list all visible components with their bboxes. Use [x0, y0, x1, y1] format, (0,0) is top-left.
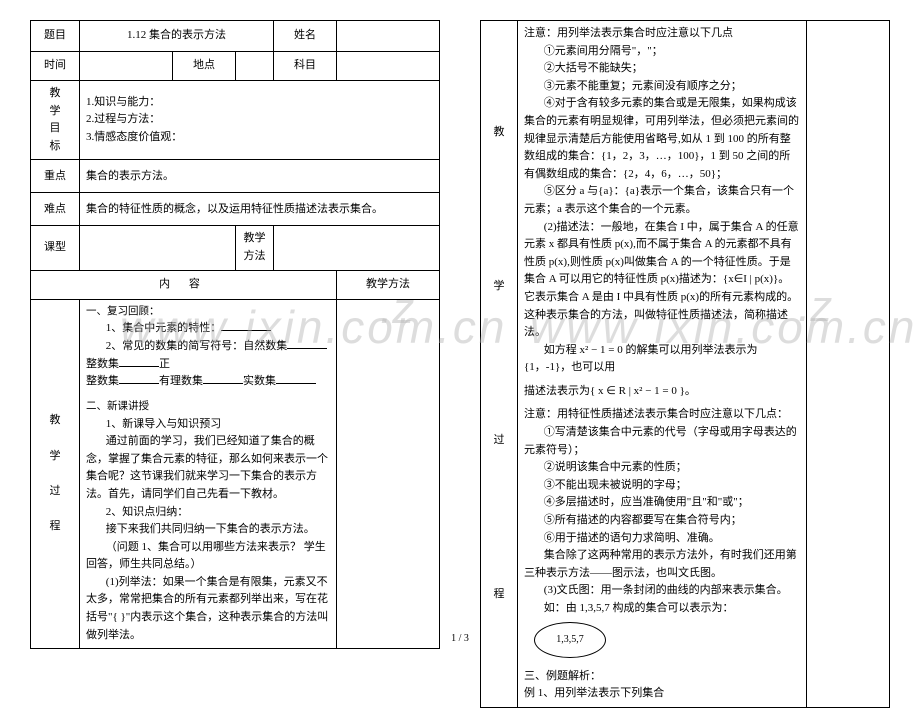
- spacer-1: [86, 391, 330, 399]
- keypoint-text: 集合的表示方法。: [80, 160, 440, 193]
- name-value: [337, 21, 440, 52]
- right-r17: (3)文氏图：用一条封闭的曲线的内部来表示集合。: [524, 582, 800, 600]
- left-l6: 1、新课导入与知识预习: [86, 416, 330, 434]
- name-label: 姓名: [274, 21, 337, 52]
- page-container: 题目 1.12 集合的表示方法 姓名 时间 地点 科目 教学目标 1.知识与能力…: [0, 0, 920, 718]
- left-l4a: 整数集: [86, 375, 119, 387]
- lesson-title: 1.12 集合的表示方法: [80, 21, 274, 52]
- objectives-cell: 1.知识与能力： 2.过程与方法： 3.情感态度价值观：: [80, 81, 440, 160]
- right-r15: ⑥用于描述的语句力求简明、准确。: [524, 530, 800, 548]
- left-l3a: 2、常见的数集的简写符号：自然数集: [106, 340, 288, 352]
- right-r16: 集合除了这两种常用的表示方法外，有时我们还用第三种表示方法——图示法，也叫文氏图…: [524, 547, 800, 582]
- objective-3: 3.情感态度价值观：: [86, 129, 433, 147]
- right-r12: ③不能出现未被说明的字母；: [524, 477, 800, 495]
- left-l2: 1、集合中元素的特性：: [86, 320, 330, 338]
- right-r1: 注意：用列举法表示集合时应注意以下几点: [524, 25, 800, 43]
- objectives-label: 教学目标: [31, 81, 80, 160]
- right-content-body: 注意：用列举法表示集合时应注意以下几点 ①元素间用分隔号"，"； ②大括号不能缺…: [518, 21, 807, 708]
- right-r3: ②大括号不能缺失；: [524, 60, 800, 78]
- left-l4: 整数集 有理数集 实数集: [86, 373, 330, 391]
- right-page: 教学过程 注意：用列举法表示集合时应注意以下几点 ①元素间用分隔号"，"； ②大…: [480, 20, 890, 708]
- blank-3: [119, 366, 159, 367]
- left-l4b: 有理数集: [159, 375, 203, 387]
- right-r14: ⑤所有描述的内容都要写在集合符号内；: [524, 512, 800, 530]
- left-l4c: 实数集: [243, 375, 276, 387]
- method-column-left: [337, 299, 440, 649]
- left-l3c: 正: [159, 358, 170, 370]
- left-l3: 2、常见的数集的简写符号：自然数集整数集 正: [86, 338, 330, 373]
- objective-2: 2.过程与方法：: [86, 111, 433, 129]
- method-column-right: [807, 21, 890, 708]
- objective-1: 1.知识与能力：: [86, 94, 433, 112]
- left-l8: 2、知识点归纳：: [86, 504, 330, 522]
- method-header: 教学方法: [337, 270, 440, 299]
- left-content-body: 一、复习回顾： 1、集合中元素的特性： 2、常见的数集的简写符号：自然数集整数集…: [80, 299, 337, 649]
- left-l9: 接下来我们共同归纳一下集合的表示方法。: [86, 521, 330, 539]
- lessontype-label: 课型: [31, 226, 80, 270]
- stage-label-left: 教学过程: [31, 299, 80, 649]
- right-r7: (2)描述法：一般地，在集合 I 中，属于集合 A 的任意元素 x 都具有性质 …: [524, 219, 800, 342]
- blank-6: [276, 383, 316, 384]
- keypoint-label: 重点: [31, 160, 80, 193]
- right-r20: 例 1、用列举法表示下列集合: [524, 685, 800, 703]
- right-r8a: 如方程 x² − 1 = 0 的解集可以用列举法表示为{1，-1}，也可以用: [524, 342, 800, 377]
- right-r2: ①元素间用分隔号"，"；: [524, 43, 800, 61]
- right-r8b: 描述法表示为{ x ∈ R | x² − 1 = 0 }。: [524, 383, 800, 401]
- time-label: 时间: [31, 52, 80, 81]
- content-header: 内 容: [31, 270, 337, 299]
- place-label: 地点: [173, 52, 236, 81]
- blank-4: [119, 383, 159, 384]
- left-l1: 一、复习回顾：: [86, 304, 330, 321]
- left-l7: 通过前面的学习，我们已经知道了集合的概念，掌握了集合元素的特征，那么如何来表示一…: [86, 433, 330, 503]
- difficulty-text: 集合的特征性质的概念，以及运用特征性质描述法表示集合。: [80, 193, 440, 226]
- time-value: [80, 52, 173, 81]
- method-label-top: 教学方法: [236, 226, 274, 270]
- blank-2: [287, 348, 327, 349]
- right-r18: 如：由 1,3,5,7 构成的集合可以表示为：: [524, 600, 800, 618]
- stage-label-right: 教学过程: [481, 21, 518, 708]
- left-l2-text: 1、集合中元素的特性：: [106, 322, 222, 334]
- lessontype-value: [80, 226, 236, 270]
- right-r13: ④多层描述时，应当准确使用"且"和"或"；: [524, 494, 800, 512]
- right-r6: ⑤区分 a 与{a}：{a}表示一个集合，该集合只有一个元素；a 表示这个集合的…: [524, 183, 800, 218]
- blank-5: [203, 383, 243, 384]
- lesson-plan-table-left: 题目 1.12 集合的表示方法 姓名 时间 地点 科目 教学目标 1.知识与能力…: [30, 20, 440, 649]
- place-value: [236, 52, 274, 81]
- method-value-top: [274, 226, 440, 270]
- right-r9: 注意：用特征性质描述法表示集合时应注意以下几点：: [524, 406, 800, 424]
- right-r11: ②说明该集合中元素的性质；: [524, 459, 800, 477]
- title-label: 题目: [31, 21, 80, 52]
- left-l5: 二、新课讲授: [86, 399, 330, 416]
- right-r19: 三、例题解析：: [524, 668, 800, 686]
- right-r4: ③元素不能重复；元素间没有顺序之分；: [524, 78, 800, 96]
- page-footer: 1 / 3: [0, 633, 920, 644]
- left-l10: （问题 1、集合可以用哪些方法来表示？ 学生回答，师生共同总结。）: [86, 539, 330, 574]
- difficulty-label: 难点: [31, 193, 80, 226]
- subject-value: [337, 52, 440, 81]
- blank-1: [221, 330, 271, 331]
- left-page: 题目 1.12 集合的表示方法 姓名 时间 地点 科目 教学目标 1.知识与能力…: [30, 20, 440, 708]
- right-r5: ④对于含有较多元素的集合或是无限集，如果构成该集合的元素有明显规律，可用列举法，…: [524, 95, 800, 183]
- left-l3b: 整数集: [86, 358, 119, 370]
- right-r10: ①写清楚该集合中元素的代号（字母或用字母表达的元素符号）；: [524, 424, 800, 459]
- subject-label: 科目: [274, 52, 337, 81]
- lesson-plan-table-right: 教学过程 注意：用列举法表示集合时应注意以下几点 ①元素间用分隔号"，"； ②大…: [480, 20, 890, 708]
